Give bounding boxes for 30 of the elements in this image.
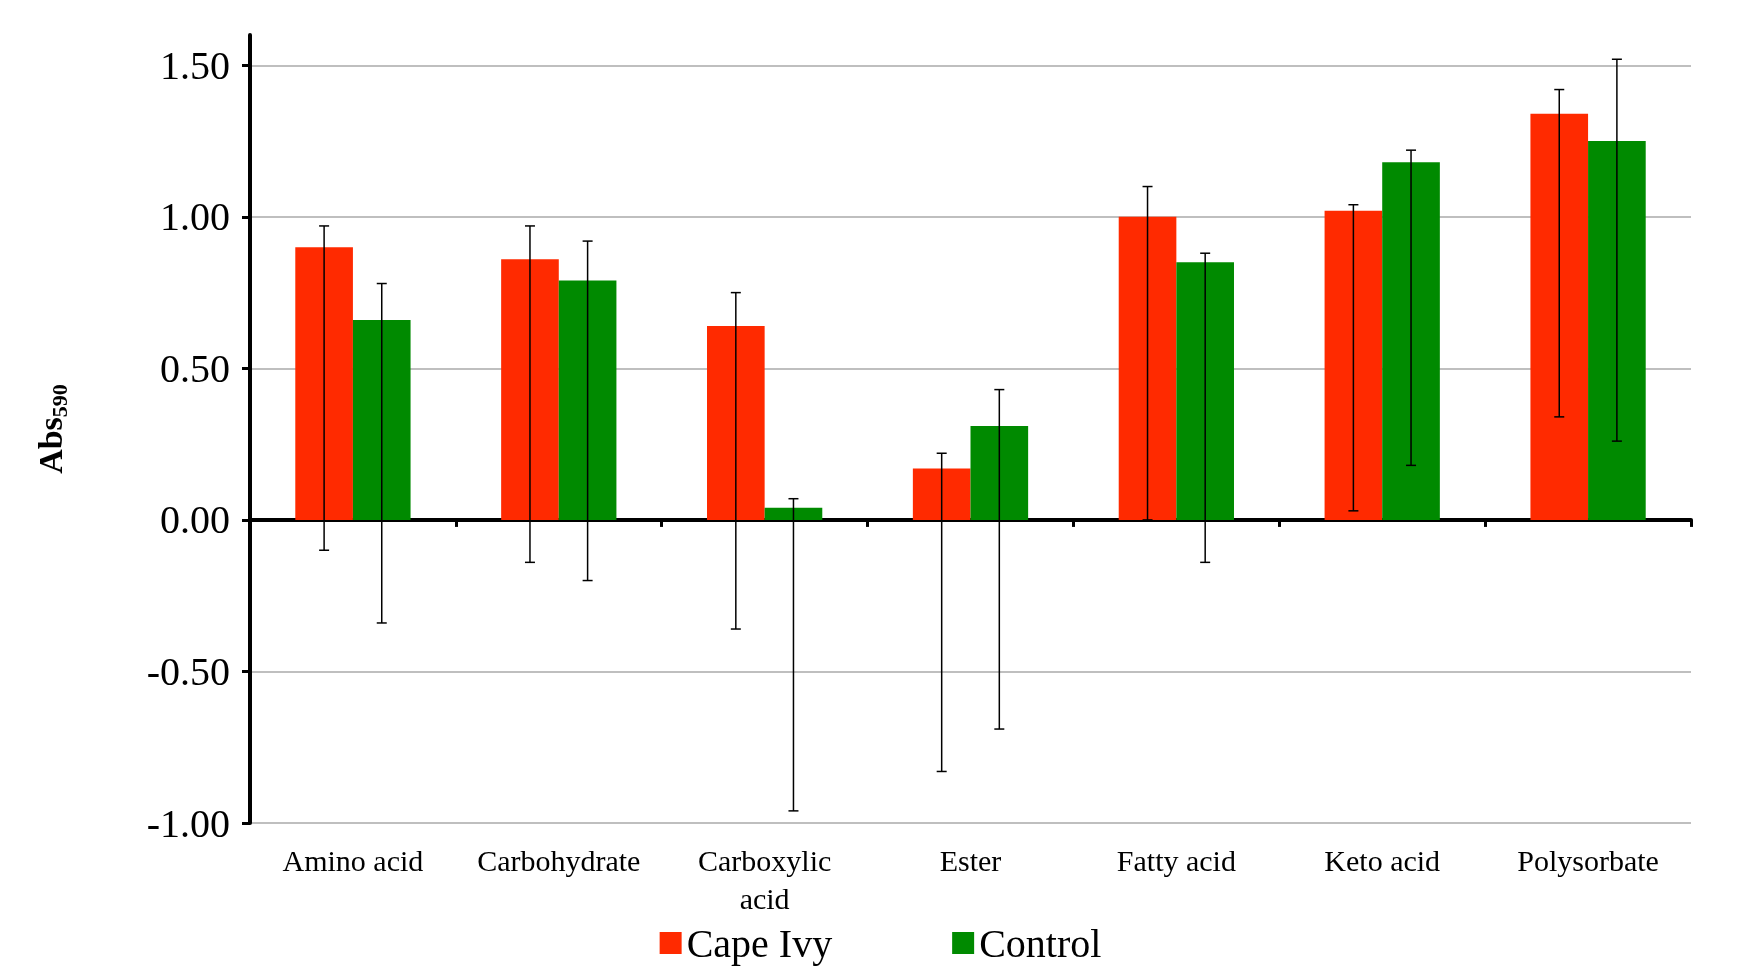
bar [912,468,971,520]
bar [558,280,617,520]
legend-label: Control [979,920,1102,966]
bar [970,425,1029,520]
bar [1382,162,1440,520]
bar [1324,210,1383,520]
x-tick-label: Carbohydrate [477,843,641,877]
y-tick-label: 0.00 [160,497,230,543]
y-tick-label: 1.00 [160,194,230,240]
bar [707,325,765,520]
x-tick-label: Amino acid [282,843,424,877]
y-tick-label: 1.50 [160,42,230,88]
bar [501,259,559,520]
legend-label: Cape Ivy [686,920,833,966]
y-tick-label: -1.00 [146,800,230,846]
x-tick-label: Keto acid [1324,843,1441,877]
y-axis-title: Abs590 [31,384,72,474]
x-tick-label: Carboxylic acid [697,843,832,915]
bar [352,319,411,520]
x-tick-label: Polysorbate [1517,843,1659,877]
y-tick-label: 0.50 [160,345,230,391]
x-tick-label: Fatty acid [1116,843,1236,877]
bar [1176,262,1234,520]
bar [1530,113,1589,520]
bar [295,247,353,520]
y-tick-label: -0.50 [146,648,230,694]
bar [1588,141,1646,520]
bar [1118,216,1177,520]
x-tick-label: Ester [939,843,1002,877]
bar [764,507,823,520]
